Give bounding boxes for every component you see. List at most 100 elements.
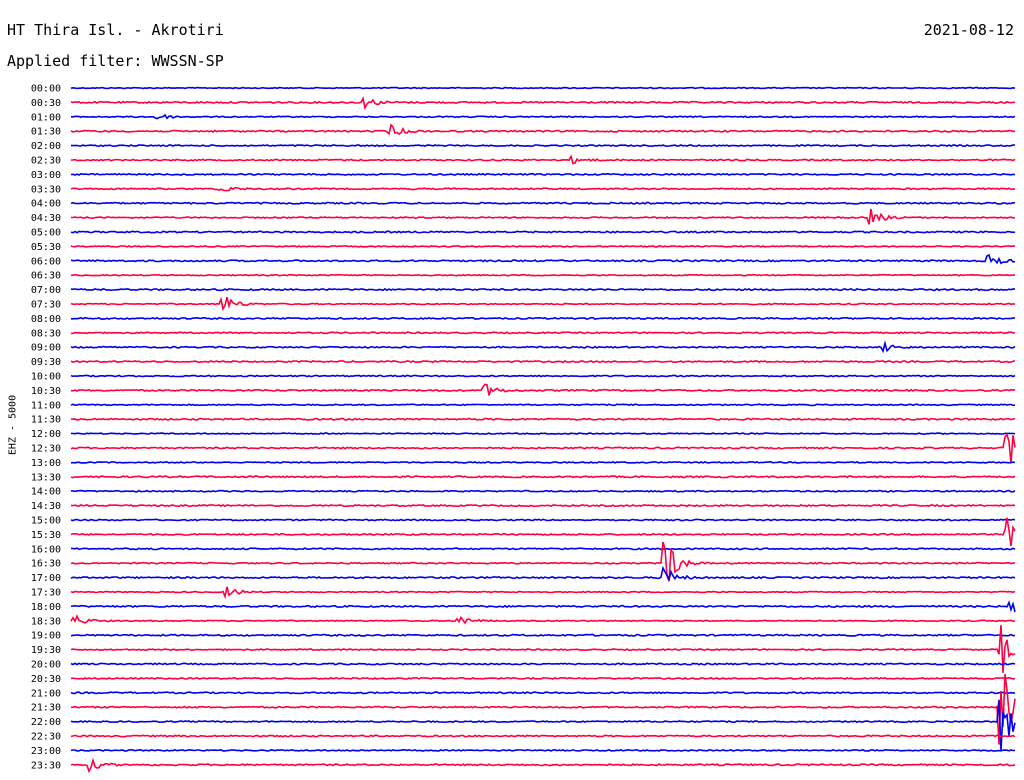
time-label: 12:00 [31, 429, 61, 440]
time-label-group: 00:00 00:30 01:00 01:30 02:00 02:30 03:00 03:30… [31, 84, 61, 772]
time-label: 07:00 [31, 285, 61, 296]
trace-line [70, 475, 1016, 479]
trace-line [70, 253, 1016, 265]
time-label: 03:00 [31, 170, 61, 181]
time-label: 01:00 [31, 112, 61, 123]
trace-line [70, 748, 1016, 752]
time-label: 19:30 [31, 645, 61, 656]
time-label: 08:30 [31, 328, 61, 339]
trace-line [70, 460, 1016, 464]
time-label: 15:30 [31, 530, 61, 541]
trace-line [70, 503, 1016, 508]
time-label: 02:30 [31, 156, 61, 167]
trace-line [70, 340, 1016, 354]
trace-line [70, 383, 1016, 396]
time-label: 06:30 [31, 271, 61, 282]
time-label: 17:00 [31, 573, 61, 584]
trace-line [70, 565, 1016, 582]
trace-line [70, 674, 1016, 745]
trace-line [70, 186, 1016, 192]
trace-line [70, 230, 1016, 234]
trace-line [70, 296, 1016, 312]
time-label: 04:00 [31, 199, 61, 210]
trace-line [70, 699, 1016, 751]
time-label: 07:30 [31, 300, 61, 311]
time-label: 08:00 [31, 314, 61, 325]
time-label: 00:00 [31, 84, 61, 95]
trace-line [70, 757, 1016, 774]
trace-line [70, 359, 1016, 364]
time-label: 03:30 [31, 184, 61, 195]
trace-line [70, 625, 1016, 673]
trace-line [71, 316, 1016, 321]
trace-line [70, 518, 1016, 522]
time-label: 12:30 [31, 444, 61, 455]
trace-line [70, 662, 1016, 666]
time-label: 02:00 [31, 141, 61, 152]
time-label: 13:30 [31, 472, 61, 483]
time-label: 22:00 [31, 717, 61, 728]
time-label: 01:30 [31, 127, 61, 138]
time-label: 13:00 [31, 458, 61, 469]
time-label: 00:30 [31, 98, 61, 109]
time-label: 20:00 [31, 660, 61, 671]
trace-line [70, 201, 1015, 205]
trace-line [70, 547, 1016, 551]
time-label: 21:00 [31, 688, 61, 699]
trace-line [70, 154, 1016, 165]
trace-line [70, 432, 1016, 464]
time-label: 14:30 [31, 501, 61, 512]
trace-line [70, 331, 1016, 335]
time-label: 11:00 [31, 400, 61, 411]
trace-line [70, 517, 1016, 547]
trace-line [70, 172, 1016, 176]
trace-line [70, 403, 1016, 407]
trace-line [70, 86, 1016, 90]
trace-line [70, 614, 1016, 625]
time-label: 04:30 [31, 213, 61, 224]
time-label: 09:30 [31, 357, 61, 368]
trace-line [70, 96, 1016, 111]
time-label: 17:30 [31, 588, 61, 599]
trace-line [70, 676, 1016, 680]
trace-line [70, 600, 1016, 613]
time-label: 16:30 [31, 559, 61, 570]
time-label: 10:00 [31, 372, 61, 383]
recording-date: 2021-08-12 [923, 21, 1014, 39]
trace-line [70, 374, 1016, 378]
trace-line [70, 432, 1016, 435]
trace-line [70, 541, 1016, 582]
trace-line [70, 245, 1016, 248]
trace-line [70, 417, 1016, 421]
time-label: 18:00 [31, 602, 61, 613]
time-label: 15:00 [31, 516, 61, 527]
trace-line [70, 633, 1016, 637]
time-label: 05:00 [31, 228, 61, 239]
trace-line [70, 273, 1016, 277]
time-label: 19:00 [31, 631, 61, 642]
trace-line [70, 123, 1016, 136]
time-label: 05:30 [31, 242, 61, 253]
time-label: 10:30 [31, 386, 61, 397]
time-label: 16:00 [31, 544, 61, 555]
time-label: 21:30 [31, 703, 61, 714]
time-label: 06:00 [31, 256, 61, 267]
time-label: 14:00 [31, 487, 61, 498]
time-label: 22:30 [31, 732, 61, 743]
trace-line [70, 691, 1016, 695]
time-label: 18:30 [31, 616, 61, 627]
trace-line [70, 586, 1016, 600]
trace-line [71, 208, 1016, 225]
trace-line [70, 287, 1016, 292]
station-title: HT Thira Isl. - Akrotiri [7, 21, 224, 39]
filter-label: Applied filter: WWSSN-SP [7, 52, 224, 70]
trace-line [71, 113, 1016, 120]
trace-line [70, 489, 1016, 493]
time-label: 20:30 [31, 674, 61, 685]
trace-line [70, 734, 1016, 738]
time-label: 23:00 [31, 746, 61, 757]
trace-group [70, 86, 1016, 774]
time-label: 11:30 [31, 415, 61, 426]
time-label: 09:00 [31, 343, 61, 354]
